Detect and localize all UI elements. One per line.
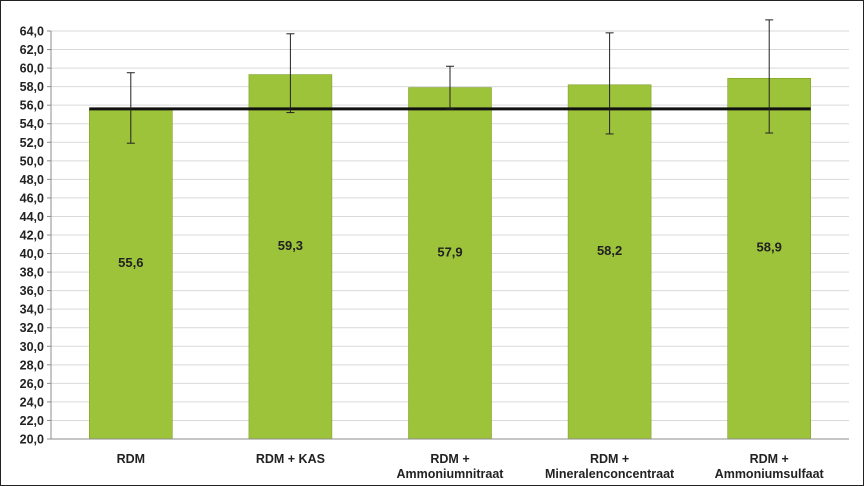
- x-category-label: RDM +: [430, 452, 469, 466]
- y-tick-label: 60,0: [20, 62, 44, 76]
- y-tick-label: 26,0: [20, 377, 44, 391]
- y-tick-label: 52,0: [20, 136, 44, 150]
- y-tick-label: 56,0: [20, 99, 44, 113]
- bar: [89, 108, 173, 440]
- y-axis-ticks: 20,0 22,0 24,0 26,0 28,0 30,0 32,0 34,0 36,0 38,0…: [20, 25, 51, 447]
- y-tick-label: 38,0: [20, 266, 44, 280]
- y-tick-label: 54,0: [20, 117, 44, 131]
- x-category-label: RDM: [117, 452, 145, 466]
- y-tick-label: 28,0: [20, 358, 44, 372]
- y-tick-label: 24,0: [20, 395, 44, 409]
- x-category-label: Mineralenconcentraat: [545, 467, 675, 481]
- x-category-label: RDM +: [590, 452, 629, 466]
- data-labels: 55,6 59,3 57,9 58,2 58,9: [118, 238, 782, 270]
- y-tick-label: 48,0: [20, 173, 44, 187]
- bar-value-label: 57,9: [437, 244, 462, 259]
- bar: [727, 77, 811, 440]
- y-tick-label: 30,0: [20, 340, 44, 354]
- y-tick-label: 44,0: [20, 210, 44, 224]
- y-tick-label: 58,0: [20, 80, 44, 94]
- x-category-label: RDM + KAS: [256, 452, 325, 466]
- bars: [89, 74, 811, 440]
- y-tick-label: 40,0: [20, 247, 44, 261]
- y-tick-label: 50,0: [20, 154, 44, 168]
- y-tick-label: 62,0: [20, 43, 44, 57]
- bar: [567, 84, 652, 440]
- y-tick-label: 42,0: [20, 229, 44, 243]
- y-tick-label: 46,0: [20, 191, 44, 205]
- bar: [248, 74, 333, 440]
- x-category-label: Ammoniumsulfaat: [715, 467, 825, 481]
- y-tick-label: 22,0: [20, 414, 44, 428]
- bar-value-label: 58,2: [597, 243, 622, 258]
- bar-value-label: 58,9: [757, 240, 782, 255]
- error-bars: [126, 19, 774, 144]
- bar: [408, 87, 492, 440]
- x-category-label: RDM +: [750, 452, 789, 466]
- y-tick-label: 34,0: [20, 303, 44, 317]
- y-tick-label: 36,0: [20, 284, 44, 298]
- x-category-label: Ammoniumnitraat: [397, 467, 505, 481]
- bar-value-label: 59,3: [278, 238, 303, 253]
- bar-value-label: 55,6: [118, 255, 143, 270]
- y-tick-label: 20,0: [20, 433, 44, 447]
- y-tick-label: 64,0: [20, 25, 44, 39]
- y-tick-label: 32,0: [20, 321, 44, 335]
